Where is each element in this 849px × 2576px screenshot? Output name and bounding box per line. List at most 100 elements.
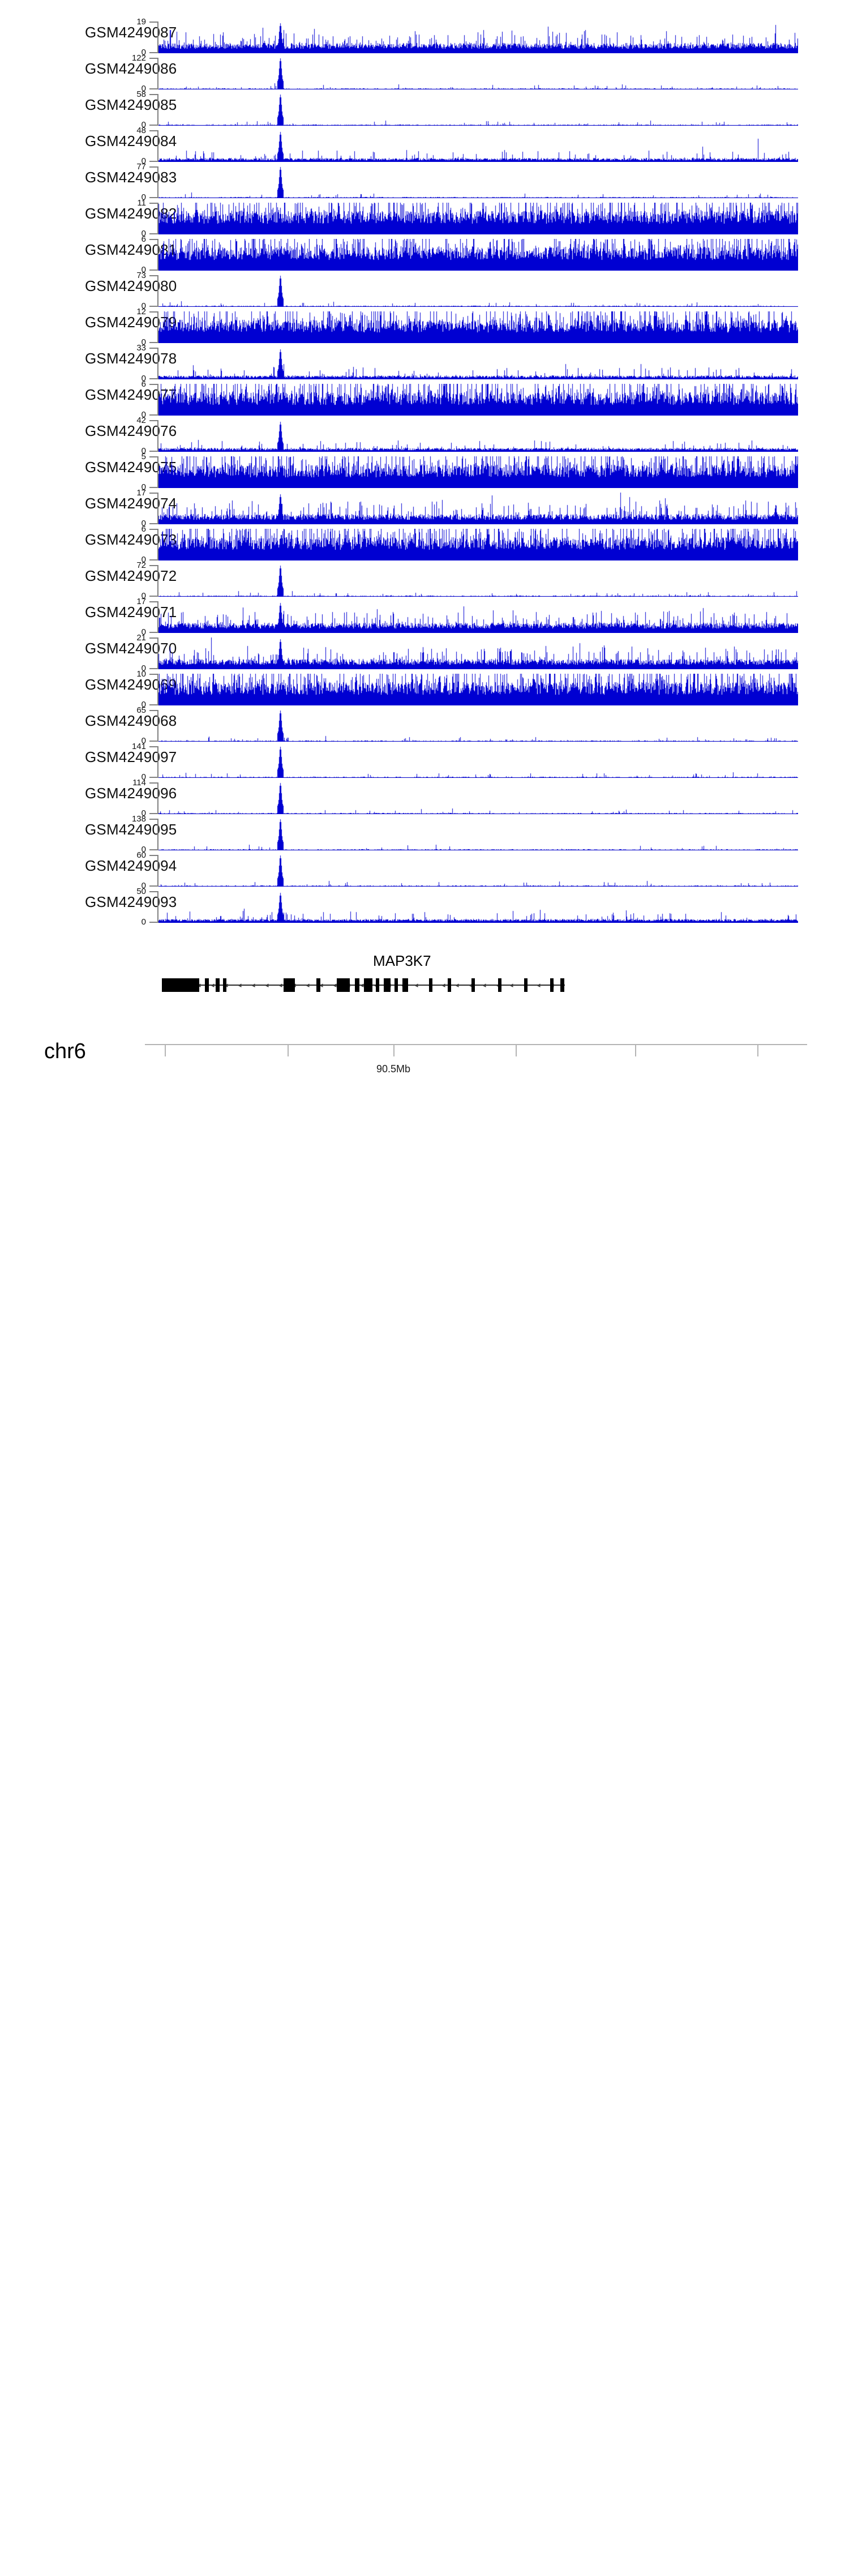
coverage-signal[interactable] [158, 420, 798, 452]
coverage-track[interactable]: GSM4249075 5 0 [0, 452, 849, 492]
gene-exon[interactable] [316, 978, 320, 992]
coverage-track[interactable]: GSM4249086 122 0 [0, 53, 849, 93]
strand-arrow-icon: ◂ [509, 981, 513, 989]
coverage-track[interactable]: GSM4249095 138 0 [0, 814, 849, 854]
gene-exon[interactable] [355, 978, 359, 992]
coverage-track[interactable]: GSM4249068 65 0 [0, 705, 849, 746]
coverage-signal[interactable] [158, 166, 798, 198]
y-axis-line [157, 239, 158, 271]
coverage-signal[interactable] [158, 782, 798, 814]
coverage-track[interactable]: GSM4249097 141 0 [0, 742, 849, 782]
coverage-track[interactable]: GSM4249077 6 0 [0, 379, 849, 420]
coverage-signal[interactable] [158, 674, 798, 705]
y-axis-max-label: 141 [131, 742, 146, 751]
y-axis-min-label: 0 [141, 664, 146, 673]
coverage-signal[interactable] [158, 529, 798, 560]
y-axis-max-tick [149, 493, 157, 494]
gene-exon[interactable] [376, 978, 379, 992]
coverage-signal[interactable] [158, 130, 798, 162]
gene-exon[interactable] [223, 978, 226, 992]
strand-arrow-icon: ◂ [496, 981, 500, 989]
y-axis-min-label: 0 [141, 301, 146, 311]
gene-exon[interactable] [284, 978, 295, 992]
coverage-signal[interactable] [158, 891, 798, 923]
y-axis-min-label: 0 [141, 881, 146, 891]
y-axis-min-tick [149, 233, 157, 234]
coverage-signal[interactable] [158, 819, 798, 850]
coverage-track[interactable]: GSM4249071 17 0 [0, 597, 849, 637]
y-axis-max-tick [149, 601, 157, 602]
y-axis-min-tick [149, 596, 157, 597]
coverage-track[interactable]: GSM4249081 6 0 [0, 234, 849, 275]
coverage-track[interactable]: GSM4249076 42 0 [0, 416, 849, 456]
gene-exon[interactable] [337, 978, 350, 992]
gene-exon[interactable] [384, 978, 391, 992]
y-axis-max-label: 73 [136, 271, 146, 280]
y-axis-max-label: 19 [136, 17, 146, 27]
coverage-signal[interactable] [158, 601, 798, 633]
coverage-signal[interactable] [158, 348, 798, 379]
coverage-track[interactable]: GSM4249083 77 0 [0, 162, 849, 202]
coverage-track[interactable]: GSM4249072 72 0 [0, 560, 849, 601]
y-axis-line [157, 891, 158, 923]
coverage-track[interactable]: GSM4249085 58 0 [0, 89, 849, 130]
coverage-signal[interactable] [158, 94, 798, 126]
y-axis-max-label: 77 [136, 162, 146, 172]
chromosome-axis-tick [516, 1044, 517, 1056]
coverage-signal[interactable] [158, 637, 798, 669]
coverage-signal[interactable] [158, 493, 798, 524]
gene-exon[interactable] [395, 978, 398, 992]
coverage-signal[interactable] [158, 746, 798, 778]
gene-exon[interactable] [216, 978, 220, 992]
coverage-signal[interactable] [158, 22, 798, 53]
gene-exon[interactable] [550, 978, 554, 992]
coverage-track[interactable]: GSM4249079 12 0 [0, 307, 849, 347]
gene-exon[interactable] [471, 978, 475, 992]
gene-exon[interactable] [498, 978, 501, 992]
coverage-track[interactable]: GSM4249096 114 0 [0, 778, 849, 818]
coverage-track[interactable]: GSM4249084 48 0 [0, 126, 849, 166]
y-axis-max-label: 65 [136, 705, 146, 715]
gene-exon[interactable] [524, 978, 528, 992]
gene-exon[interactable] [402, 978, 408, 992]
y-axis-line [157, 58, 158, 89]
y-axis-min-tick [149, 523, 157, 524]
y-axis-min-tick [149, 414, 157, 416]
coverage-track[interactable]: GSM4249080 73 0 [0, 271, 849, 311]
coverage-signal[interactable] [158, 311, 798, 343]
y-axis-line [157, 420, 158, 452]
coverage-signal[interactable] [158, 710, 798, 742]
gene-exon[interactable] [560, 978, 564, 992]
coverage-signal[interactable] [158, 565, 798, 597]
coverage-signal[interactable] [158, 203, 798, 234]
coverage-signal[interactable] [158, 456, 798, 488]
coverage-track[interactable]: GSM4249093 50 0 [0, 887, 849, 927]
coverage-signal[interactable] [158, 58, 798, 89]
y-axis-min-tick [149, 451, 157, 452]
gene-exon[interactable] [162, 978, 199, 992]
coverage-track[interactable]: GSM4249087 19 0 [0, 17, 849, 57]
gene-exon[interactable] [364, 978, 372, 992]
gene-exon[interactable] [448, 978, 451, 992]
gene-model-track[interactable]: MAP3K7◂◂◂◂◂◂◂◂◂◂◂◂◂◂◂◂◂◂◂◂◂◂◂◂◂◂◂◂◂ [0, 952, 849, 1020]
gene-exon[interactable] [429, 978, 432, 992]
y-axis-max-label: 33 [136, 343, 146, 353]
chromosome-axis-tick [393, 1044, 395, 1056]
y-axis-min-tick [149, 197, 157, 198]
coverage-signal[interactable] [158, 384, 798, 416]
coverage-track[interactable]: GSM4249069 10 0 [0, 669, 849, 709]
coverage-track[interactable]: GSM4249078 33 0 [0, 343, 849, 383]
y-axis-max-tick [149, 674, 157, 675]
coverage-track[interactable]: GSM4249070 21 0 [0, 633, 849, 673]
coverage-track[interactable]: GSM4249082 11 0 [0, 198, 849, 238]
gene-exon[interactable] [205, 978, 209, 992]
coverage-signal[interactable] [158, 275, 798, 307]
coverage-track[interactable]: GSM4249094 60 0 [0, 850, 849, 891]
y-axis-line [157, 529, 158, 560]
coverage-signal[interactable] [158, 239, 798, 271]
coverage-track[interactable]: GSM4249074 17 0 [0, 488, 849, 528]
y-axis-max-tick [149, 420, 157, 421]
coverage-signal[interactable] [158, 855, 798, 887]
coverage-track[interactable]: GSM4249073 6 0 [0, 524, 849, 564]
